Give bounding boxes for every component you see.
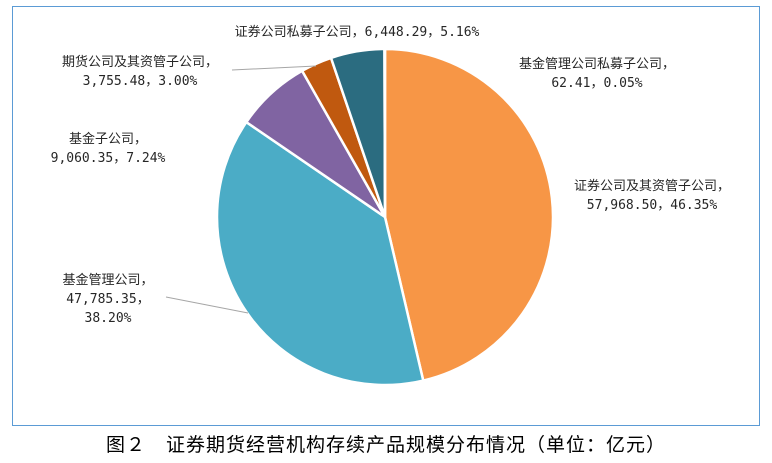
slice-label-line: 基金管理公司，	[62, 272, 153, 288]
slice-label-line: 基金子公司，	[69, 131, 147, 147]
slice-label: 基金管理公司， 47,785.35， 38.20%	[62, 272, 153, 326]
slice-label: 基金子公司， 9,060.35，7.24%	[51, 131, 166, 166]
pie-slice	[383, 47, 555, 383]
slice-label-line: 3,755.48，3.00%	[83, 74, 198, 89]
slice-label-line: 证券公司及其资管子公司，	[574, 178, 730, 194]
slice-label: 证券公司私募子公司，6,448.29，5.16%	[235, 24, 480, 40]
slice-label-line: 38.20%	[85, 311, 132, 326]
slice-label-line: 9,060.35，7.24%	[51, 151, 166, 166]
figure-caption: 图２ 证券期货经营机构存续产品规模分布情况（单位：亿元）	[105, 434, 666, 456]
pie-slice	[215, 120, 425, 387]
leader-line	[165, 296, 249, 314]
slice-label: 期货公司及其资管子公司， 3,755.48，3.00%	[62, 54, 218, 89]
slice-label-line: 期货公司及其资管子公司，	[62, 54, 218, 70]
slice-label-line: 57,968.50，46.35%	[587, 198, 718, 213]
pie-slice	[383, 47, 387, 218]
slice-label-line: 47,785.35，	[66, 292, 149, 307]
slice-label-line: 基金管理公司私募子公司，	[519, 56, 675, 72]
slice-label-line: 证券公司私募子公司，6,448.29，5.16%	[235, 24, 480, 40]
slice-label-line: 62.41，0.05%	[551, 76, 642, 91]
slice-label: 基金管理公司私募子公司， 62.41，0.05%	[519, 56, 675, 91]
slice-label: 证券公司及其资管子公司， 57,968.50，46.35%	[574, 178, 730, 213]
leader-line	[231, 65, 317, 71]
